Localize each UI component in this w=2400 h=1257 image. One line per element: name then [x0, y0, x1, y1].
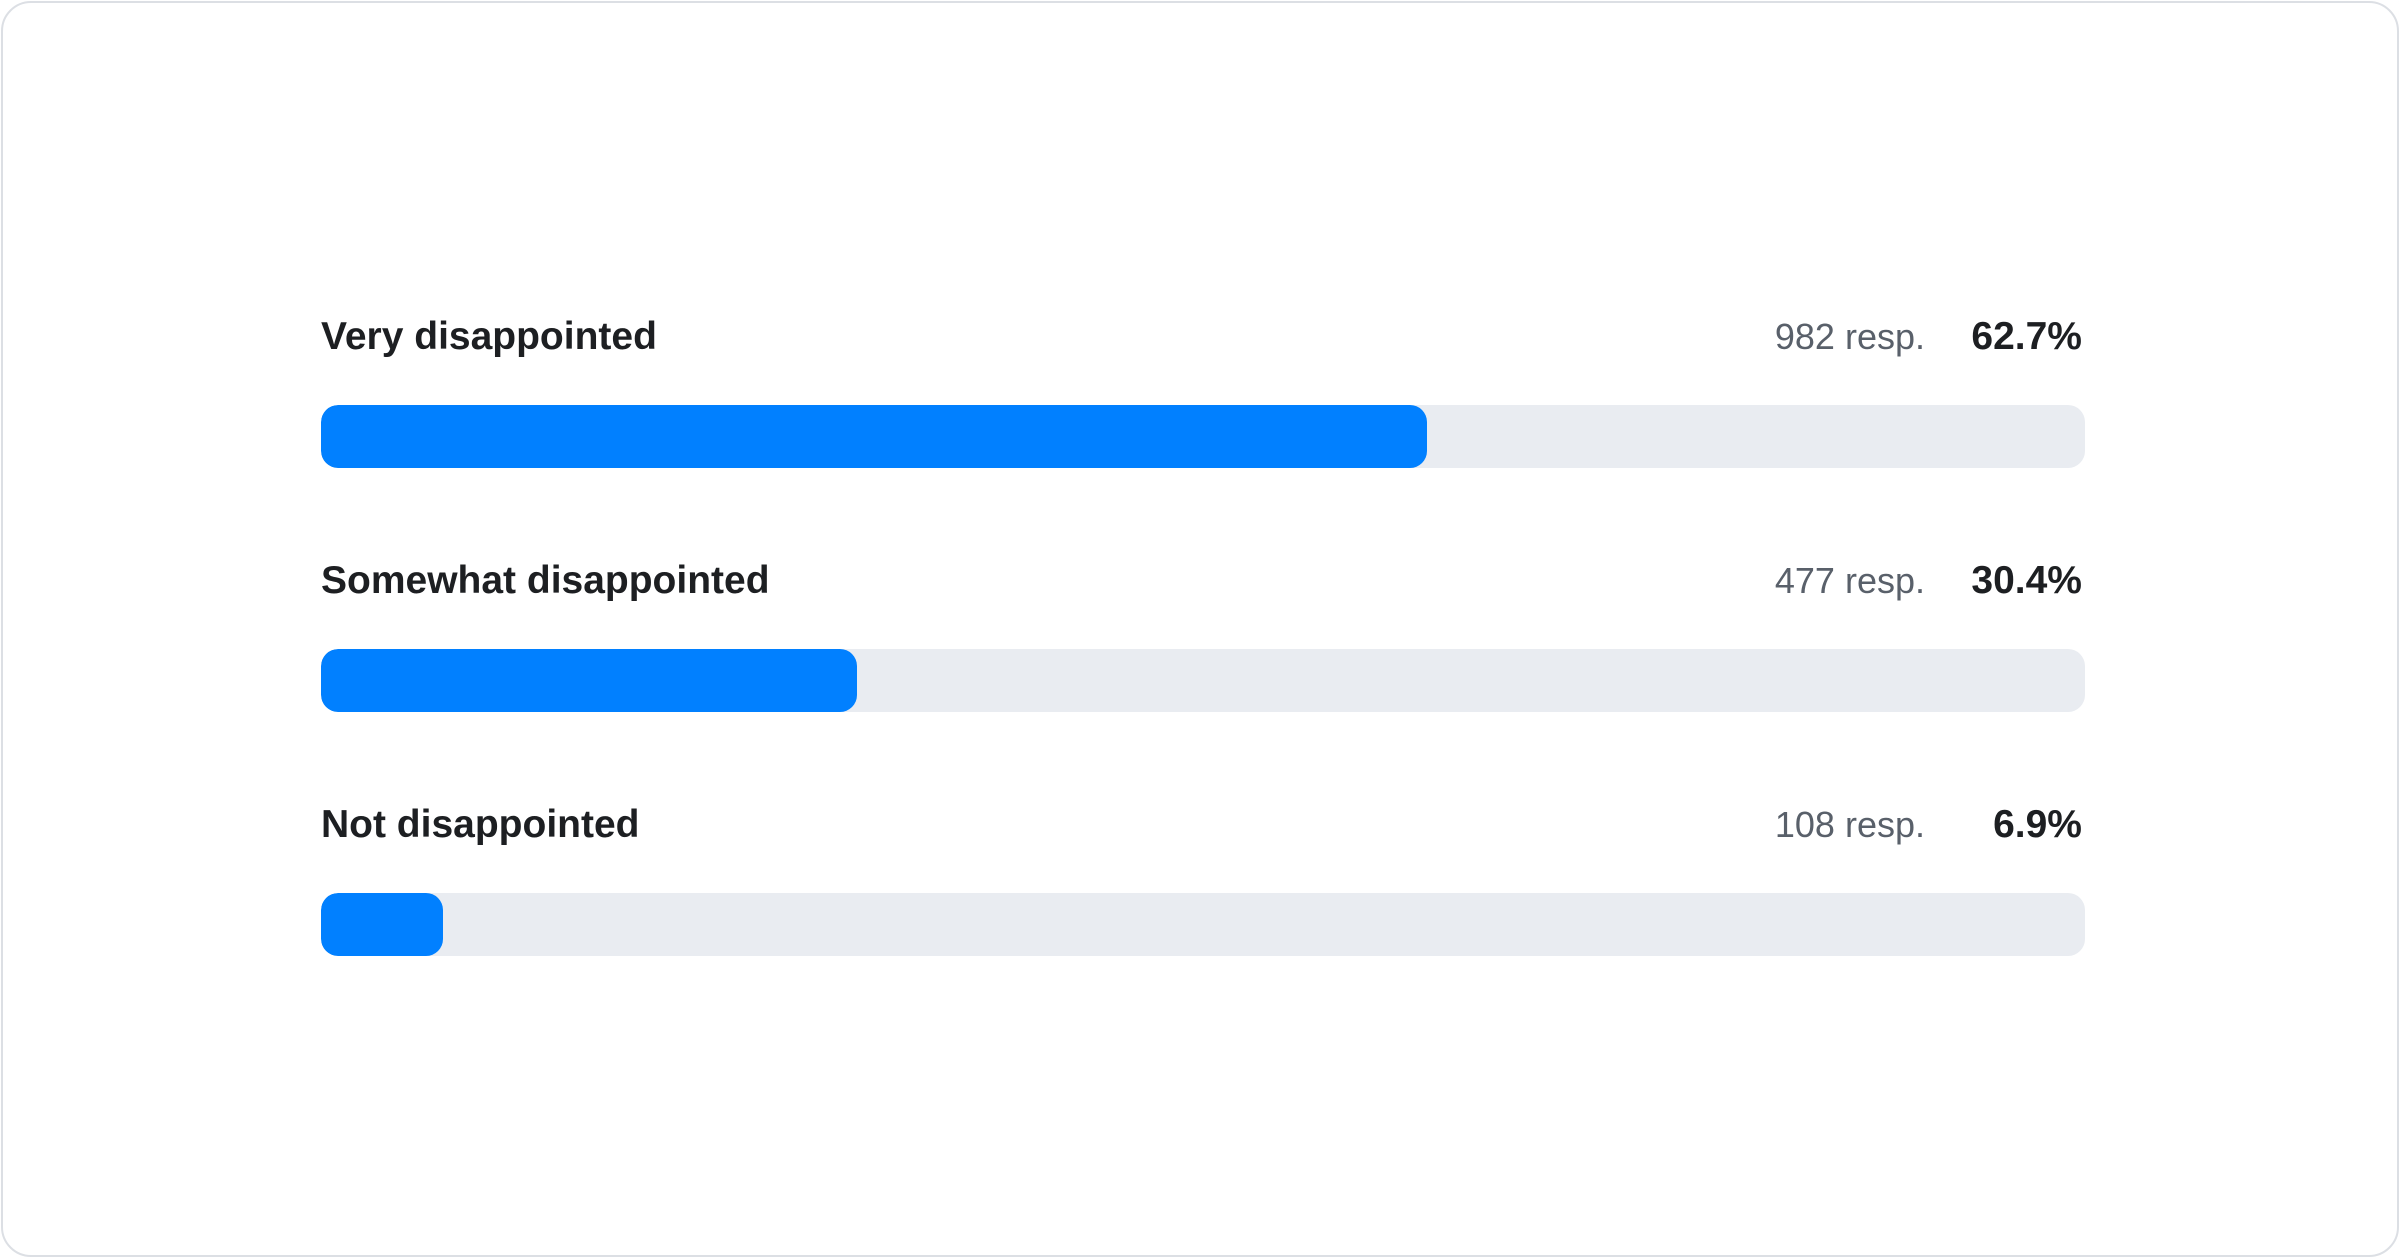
result-row: Very disappointed 982 resp. 62.7% — [321, 312, 2085, 482]
bar-track — [321, 405, 2085, 468]
result-row: Somewhat disappointed 477 resp. 30.4% — [321, 556, 2085, 726]
result-row: Not disappointed 108 resp. 6.9% — [321, 800, 2085, 970]
response-count: 108 resp. — [1774, 804, 1925, 845]
bar-fill — [321, 893, 443, 956]
response-count: 982 resp. — [1774, 316, 1925, 357]
bar-fill — [321, 405, 1428, 468]
bar-fill — [321, 649, 858, 712]
category-label: Very disappointed — [321, 315, 657, 358]
category-label: Not disappointed — [321, 803, 640, 846]
percent-label: 62.7% — [1971, 315, 2082, 358]
bar-track — [321, 649, 2085, 712]
percent-label: 6.9% — [1993, 803, 2082, 846]
category-label: Somewhat disappointed — [321, 559, 770, 602]
percent-label: 30.4% — [1971, 559, 2082, 602]
bar-track — [321, 893, 2085, 956]
response-count: 477 resp. — [1774, 560, 1925, 601]
